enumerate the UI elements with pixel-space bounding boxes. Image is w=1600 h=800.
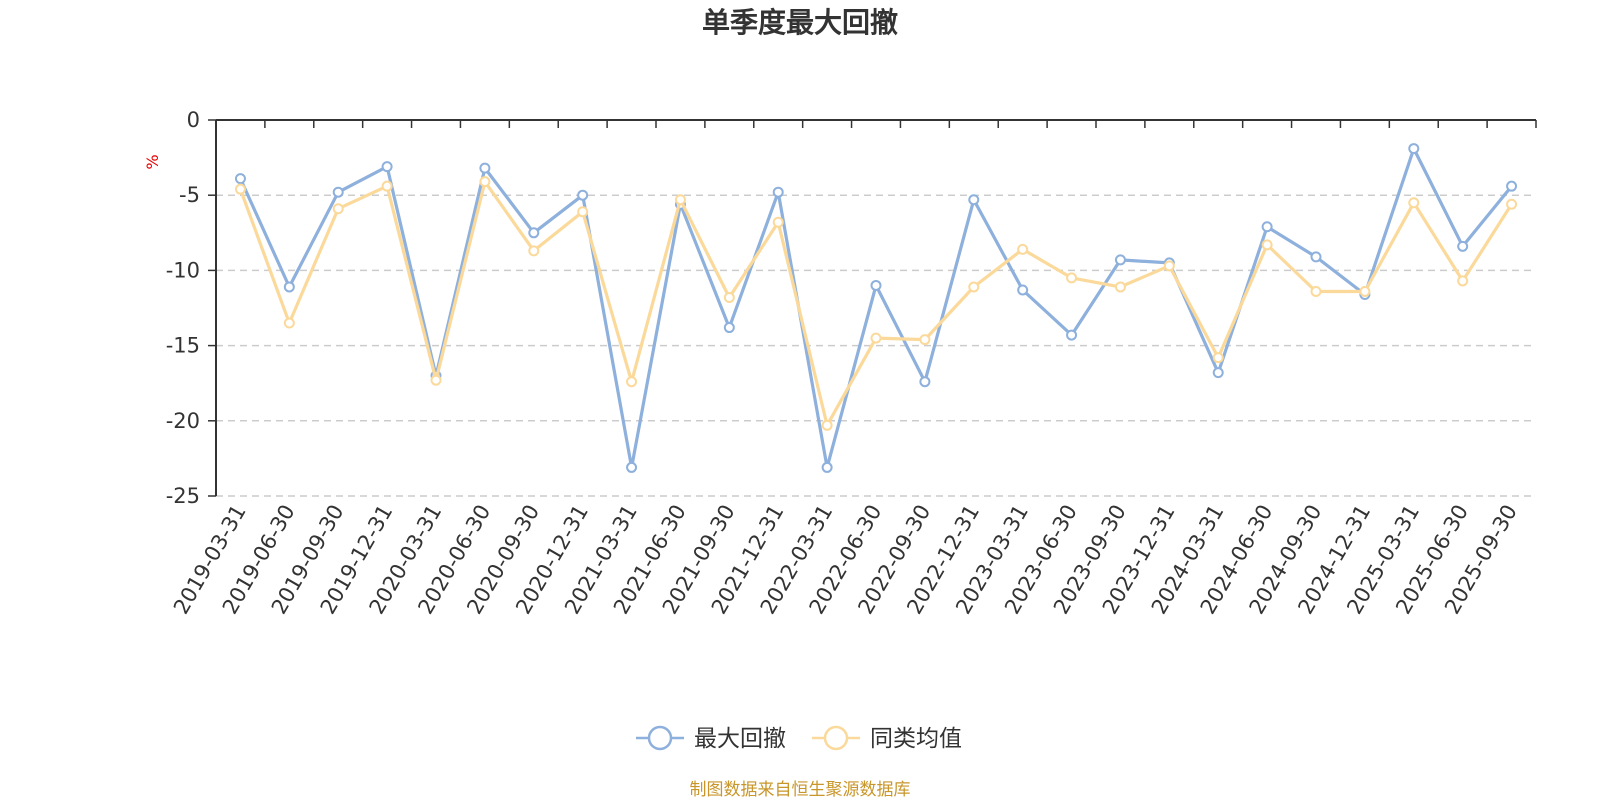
series-point-1 bbox=[1066, 329, 1078, 341]
series-point-1 bbox=[1506, 180, 1518, 192]
series-point-1 bbox=[1261, 221, 1273, 233]
series-point-2 bbox=[1457, 275, 1469, 287]
series-point-1 bbox=[234, 173, 246, 185]
source-note: 制图数据来自恒生聚源数据库 bbox=[690, 780, 911, 800]
series-point-1 bbox=[723, 322, 735, 334]
series-point-1 bbox=[1114, 254, 1126, 266]
series-point-1 bbox=[479, 162, 491, 174]
legend-marker-1 bbox=[647, 725, 673, 751]
y-axis-ticks: 0 -5 -10 -15 -20 -25 bbox=[166, 108, 216, 508]
series-point-1 bbox=[870, 279, 882, 291]
series-point-2 bbox=[1017, 243, 1029, 255]
y-tick-label: -5 bbox=[179, 183, 200, 207]
series-point-1 bbox=[1408, 143, 1420, 155]
series-point-2 bbox=[723, 291, 735, 303]
series-point-2 bbox=[1408, 197, 1420, 209]
series-point-2 bbox=[479, 176, 491, 188]
series-point-1 bbox=[1310, 251, 1322, 263]
series-point-1 bbox=[919, 376, 931, 388]
series-point-1 bbox=[283, 281, 295, 293]
series-point-2 bbox=[1066, 272, 1078, 284]
series-point-2 bbox=[626, 376, 638, 388]
series-point-1 bbox=[332, 186, 344, 198]
series-point-2 bbox=[1506, 198, 1518, 210]
series-point-2 bbox=[1163, 260, 1175, 272]
series-point-2 bbox=[919, 334, 931, 346]
series-point-2 bbox=[430, 374, 442, 386]
series-point-1 bbox=[1212, 367, 1224, 379]
series-point-1 bbox=[577, 189, 589, 201]
series-point-2 bbox=[821, 419, 833, 431]
series-point-2 bbox=[870, 332, 882, 344]
series-point-1 bbox=[626, 461, 638, 473]
series-point-2 bbox=[1359, 285, 1371, 297]
series-point-1 bbox=[772, 186, 784, 198]
y-tick-label: -25 bbox=[166, 484, 200, 508]
series-point-1 bbox=[381, 161, 393, 173]
series-point-2 bbox=[234, 183, 246, 195]
series-point-1 bbox=[968, 194, 980, 206]
series-point-2 bbox=[1261, 239, 1273, 251]
y-axis-unit: % bbox=[143, 154, 162, 169]
axes bbox=[215, 119, 1536, 496]
legend-marker-2 bbox=[823, 725, 849, 751]
series-point-2 bbox=[283, 317, 295, 329]
legend-label-2: 同类均值 bbox=[870, 726, 962, 752]
series-point-2 bbox=[332, 203, 344, 215]
series-point-2 bbox=[1212, 352, 1224, 364]
series-point-2 bbox=[1114, 281, 1126, 293]
legend-label-1: 最大回撤 bbox=[694, 726, 786, 752]
series-point-2 bbox=[528, 245, 540, 257]
series-point-2 bbox=[772, 216, 784, 228]
series-point-2 bbox=[1310, 285, 1322, 297]
series-point-1 bbox=[528, 227, 540, 239]
series-point-1 bbox=[1457, 240, 1469, 252]
series-point-1 bbox=[821, 461, 833, 473]
series-point-1 bbox=[1017, 284, 1029, 296]
y-tick-label: -15 bbox=[166, 334, 200, 358]
series-point-2 bbox=[577, 206, 589, 218]
grid-lines bbox=[216, 194, 1536, 497]
series-line-2 bbox=[238, 180, 1513, 427]
y-tick-label: -20 bbox=[166, 409, 200, 433]
series-line-1 bbox=[238, 147, 1513, 469]
y-tick-label: 0 bbox=[187, 108, 200, 132]
series-point-2 bbox=[968, 281, 980, 293]
series-point-2 bbox=[381, 180, 393, 192]
series-point-2 bbox=[674, 194, 686, 206]
legend[interactable]: 最大回撤 同类均值 bbox=[636, 725, 962, 752]
series-group bbox=[234, 143, 1518, 473]
y-tick-label: -10 bbox=[166, 258, 200, 282]
chart-title: 单季度最大回撤 bbox=[702, 6, 898, 39]
